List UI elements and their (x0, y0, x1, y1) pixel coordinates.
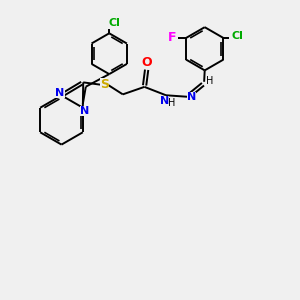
Text: F: F (168, 32, 176, 44)
Text: Cl: Cl (109, 18, 121, 28)
Text: N: N (80, 106, 89, 116)
Text: O: O (142, 56, 152, 69)
Text: H: H (206, 76, 214, 86)
Text: N: N (187, 92, 196, 102)
Text: S: S (100, 78, 109, 91)
Text: Cl: Cl (231, 31, 243, 41)
Text: H: H (168, 98, 176, 108)
Text: N: N (160, 96, 169, 106)
Text: N: N (56, 88, 64, 98)
